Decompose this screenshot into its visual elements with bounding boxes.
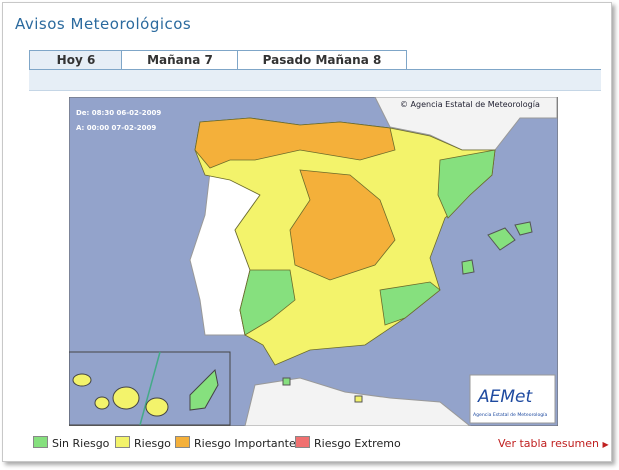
summary-link[interactable]: Ver tabla resumen ▶ [498, 437, 609, 450]
date-from: De: 08:30 06-02-2009 [76, 109, 161, 117]
widget: Avisos Meteorológicos Hoy 6 Mañana 7 Pas… [2, 2, 612, 462]
legend-item: Riesgo Extremo [295, 436, 401, 450]
tab[interactable]: Hoy 6 [29, 50, 123, 70]
legend-label: Riesgo Importante [194, 437, 296, 450]
legend-item: Riesgo Importante [175, 436, 296, 450]
tab[interactable]: Pasado Mañana 8 [237, 50, 407, 70]
map: De: 08:30 06-02-2009 A: 00:00 07-02-2009… [69, 97, 558, 426]
logo: AEMet [477, 387, 533, 407]
link-text[interactable]: Ver tabla resumen [498, 437, 599, 450]
copyright: © Agencia Estatal de Meteorología [400, 100, 540, 109]
legend-label: Riesgo [134, 437, 171, 450]
legend-item: Riesgo [115, 436, 171, 450]
title: Avisos Meteorológicos [15, 15, 192, 33]
legend-item: Sin Riesgo [33, 436, 109, 450]
date-to: A: 00:00 07-02-2009 [76, 124, 156, 132]
tab-bar [29, 69, 601, 91]
legend-label: Sin Riesgo [52, 437, 110, 450]
legend-label: Riesgo Extremo [314, 437, 401, 450]
tab[interactable]: Mañana 7 [121, 50, 239, 70]
logo-caption: Agencia Estatal de Meteorología [473, 411, 547, 418]
